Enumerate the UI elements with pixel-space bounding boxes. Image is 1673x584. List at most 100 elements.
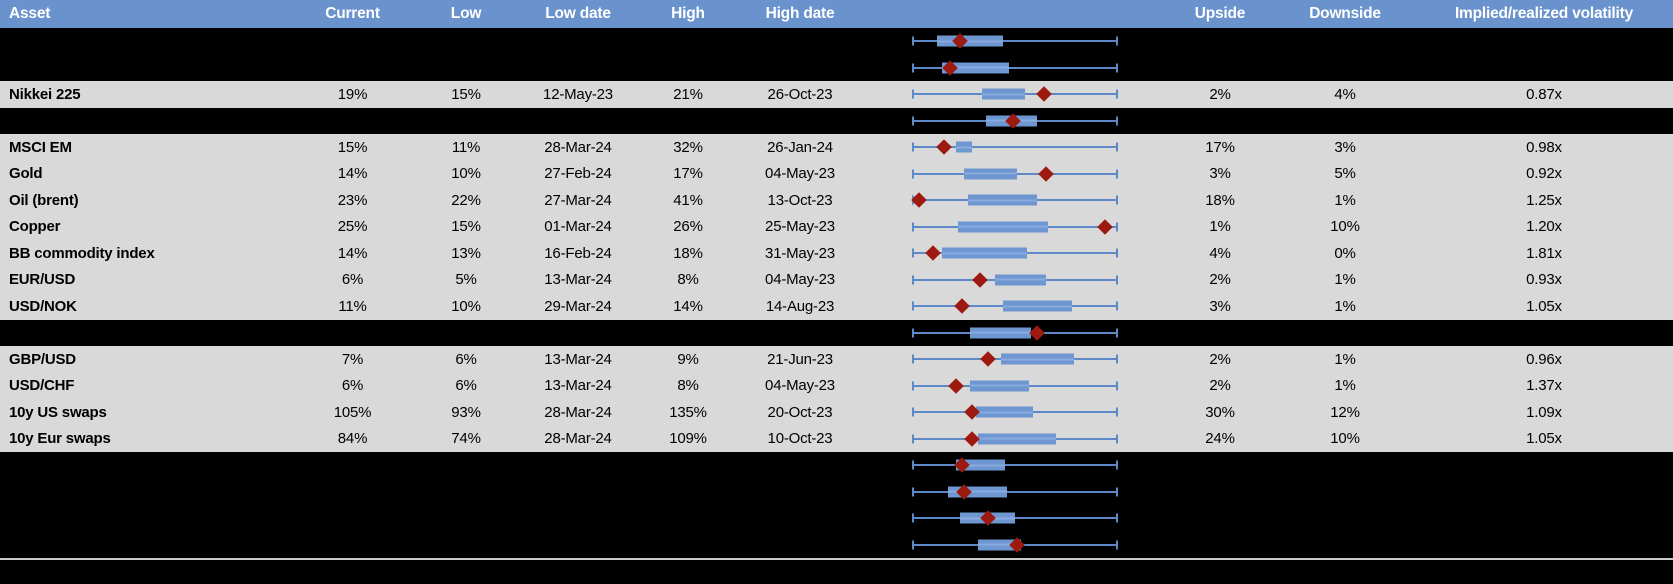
high-cell: 8%	[677, 271, 699, 289]
low-cell: 5%	[455, 271, 477, 289]
table-row-hidden	[0, 505, 1673, 532]
footer-band	[0, 558, 1673, 584]
range-chart	[858, 426, 1165, 453]
whisker-cap-right	[1116, 540, 1118, 550]
table-row-hidden	[0, 107, 1673, 135]
whisker-cap-right	[1116, 407, 1118, 417]
current-cell: 105%	[333, 403, 372, 421]
high-date-cell: 25-May-23	[765, 218, 835, 236]
low-cell: 6%	[455, 350, 477, 368]
high-cell: 26%	[673, 218, 703, 236]
whisker-cap-left	[912, 540, 914, 550]
asset-cell: 10y US swaps	[9, 403, 107, 421]
whisker-cap-right	[1116, 275, 1118, 285]
whisker-cap-left	[912, 354, 914, 364]
implied-realized-cell: 0.87x	[1526, 85, 1562, 103]
whisker-cap-right	[1116, 487, 1118, 497]
col-header-current: Current	[325, 5, 380, 22]
range-chart	[858, 399, 1165, 426]
upside-cell: 1%	[1209, 218, 1231, 236]
low-cell: 11%	[451, 138, 481, 156]
range-chart	[858, 452, 1165, 479]
downside-cell: 10%	[1330, 430, 1360, 448]
implied-realized-cell: 0.96x	[1526, 350, 1562, 368]
implied-realized-cell: 1.05x	[1526, 430, 1562, 448]
low-date-cell: 16-Feb-24	[544, 244, 612, 262]
implied-realized-cell: 1.37x	[1526, 377, 1562, 395]
whisker-range	[912, 293, 1118, 320]
col-header-upside: Upside	[1194, 5, 1246, 22]
low-date-cell: 13-Mar-24	[544, 271, 612, 289]
whisker-cap-left	[912, 487, 914, 497]
implied-realized-cell: 1.81x	[1526, 244, 1562, 262]
current-diamond-marker	[1035, 86, 1052, 103]
asset-cell: USD/NOK	[9, 297, 77, 315]
downside-cell: 4%	[1334, 85, 1356, 103]
whisker-cap-left	[912, 63, 914, 73]
low-cell: 13%	[451, 244, 481, 262]
asset-cell: BB commodity index	[9, 244, 155, 262]
high-cell: 41%	[673, 191, 703, 209]
current-cell: 25%	[337, 218, 368, 236]
range-box	[978, 433, 1056, 445]
high-date-cell: 26-Oct-23	[767, 85, 833, 103]
downside-cell: 3%	[1334, 138, 1356, 156]
asset-cell: Nikkei 225	[9, 85, 81, 103]
table-row: Nikkei 225 19% 15% 12-May-23 21% 26-Oct-23 2% 4…	[0, 81, 1673, 108]
current-diamond-marker	[1037, 165, 1054, 182]
col-header-implied-realized: Implied/realized volatility	[1454, 5, 1634, 22]
upside-cell: 2%	[1209, 377, 1231, 395]
range-box	[968, 194, 1038, 206]
range-chart	[858, 373, 1165, 400]
whisker-cap-left	[912, 301, 914, 311]
low-date-cell: 12-May-23	[543, 85, 613, 103]
upside-cell: 3%	[1209, 297, 1231, 315]
whisker-range	[912, 452, 1118, 479]
implied-realized-cell: 1.05x	[1526, 297, 1562, 315]
range-chart	[858, 214, 1165, 241]
range-box	[957, 221, 1048, 233]
whisker-cap-right	[1116, 460, 1118, 470]
low-date-cell: 29-Mar-24	[544, 297, 612, 315]
whisker-cap-right	[1116, 513, 1118, 523]
whisker-line	[913, 146, 1117, 149]
range-chart	[858, 532, 1165, 559]
current-diamond-marker	[948, 377, 964, 394]
whisker-range	[912, 240, 1118, 267]
whisker-range	[912, 346, 1118, 373]
current-cell: 7%	[341, 350, 364, 368]
upside-cell: 2%	[1209, 271, 1231, 289]
whisker-range	[912, 214, 1118, 241]
table-row-hidden	[0, 28, 1673, 55]
high-cell: 21%	[673, 85, 703, 103]
whisker-cap-left	[912, 328, 914, 338]
range-chart	[858, 320, 1165, 347]
whisker-cap-right	[1116, 354, 1118, 364]
whisker-range	[912, 320, 1118, 347]
whisker-line	[913, 490, 1117, 493]
high-date-cell: 14-Aug-23	[765, 297, 835, 315]
range-box	[976, 406, 1034, 418]
low-cell: 10%	[451, 165, 481, 183]
whisker-cap-right	[1116, 328, 1118, 338]
whisker-cap-right	[1116, 222, 1118, 232]
table-row-hidden	[0, 531, 1673, 559]
range-box	[982, 88, 1026, 100]
whisker-line	[913, 40, 1117, 43]
range-box	[1000, 353, 1075, 365]
table-row: USD/NOK 11% 10% 29-Mar-24 14% 14-Aug-23 3% 1% 1.…	[0, 293, 1673, 320]
whisker-cap-right	[1116, 169, 1118, 179]
whisker-cap-left	[912, 407, 914, 417]
current-cell: 11%	[338, 297, 367, 315]
whisker-range	[912, 108, 1118, 135]
whisker-range	[912, 28, 1118, 55]
high-cell: 9%	[677, 350, 699, 368]
upside-cell: 24%	[1205, 430, 1235, 448]
high-date-cell: 04-May-23	[765, 165, 835, 183]
table-row: EUR/USD 6% 5% 13-Mar-24 8% 04-May-23 2% 1% 0.93x	[0, 266, 1673, 293]
range-box	[947, 486, 1007, 498]
whisker-range	[912, 81, 1118, 108]
current-diamond-marker	[972, 271, 989, 288]
whisker-cap-left	[912, 248, 914, 258]
implied-realized-cell: 1.09x	[1526, 403, 1562, 421]
